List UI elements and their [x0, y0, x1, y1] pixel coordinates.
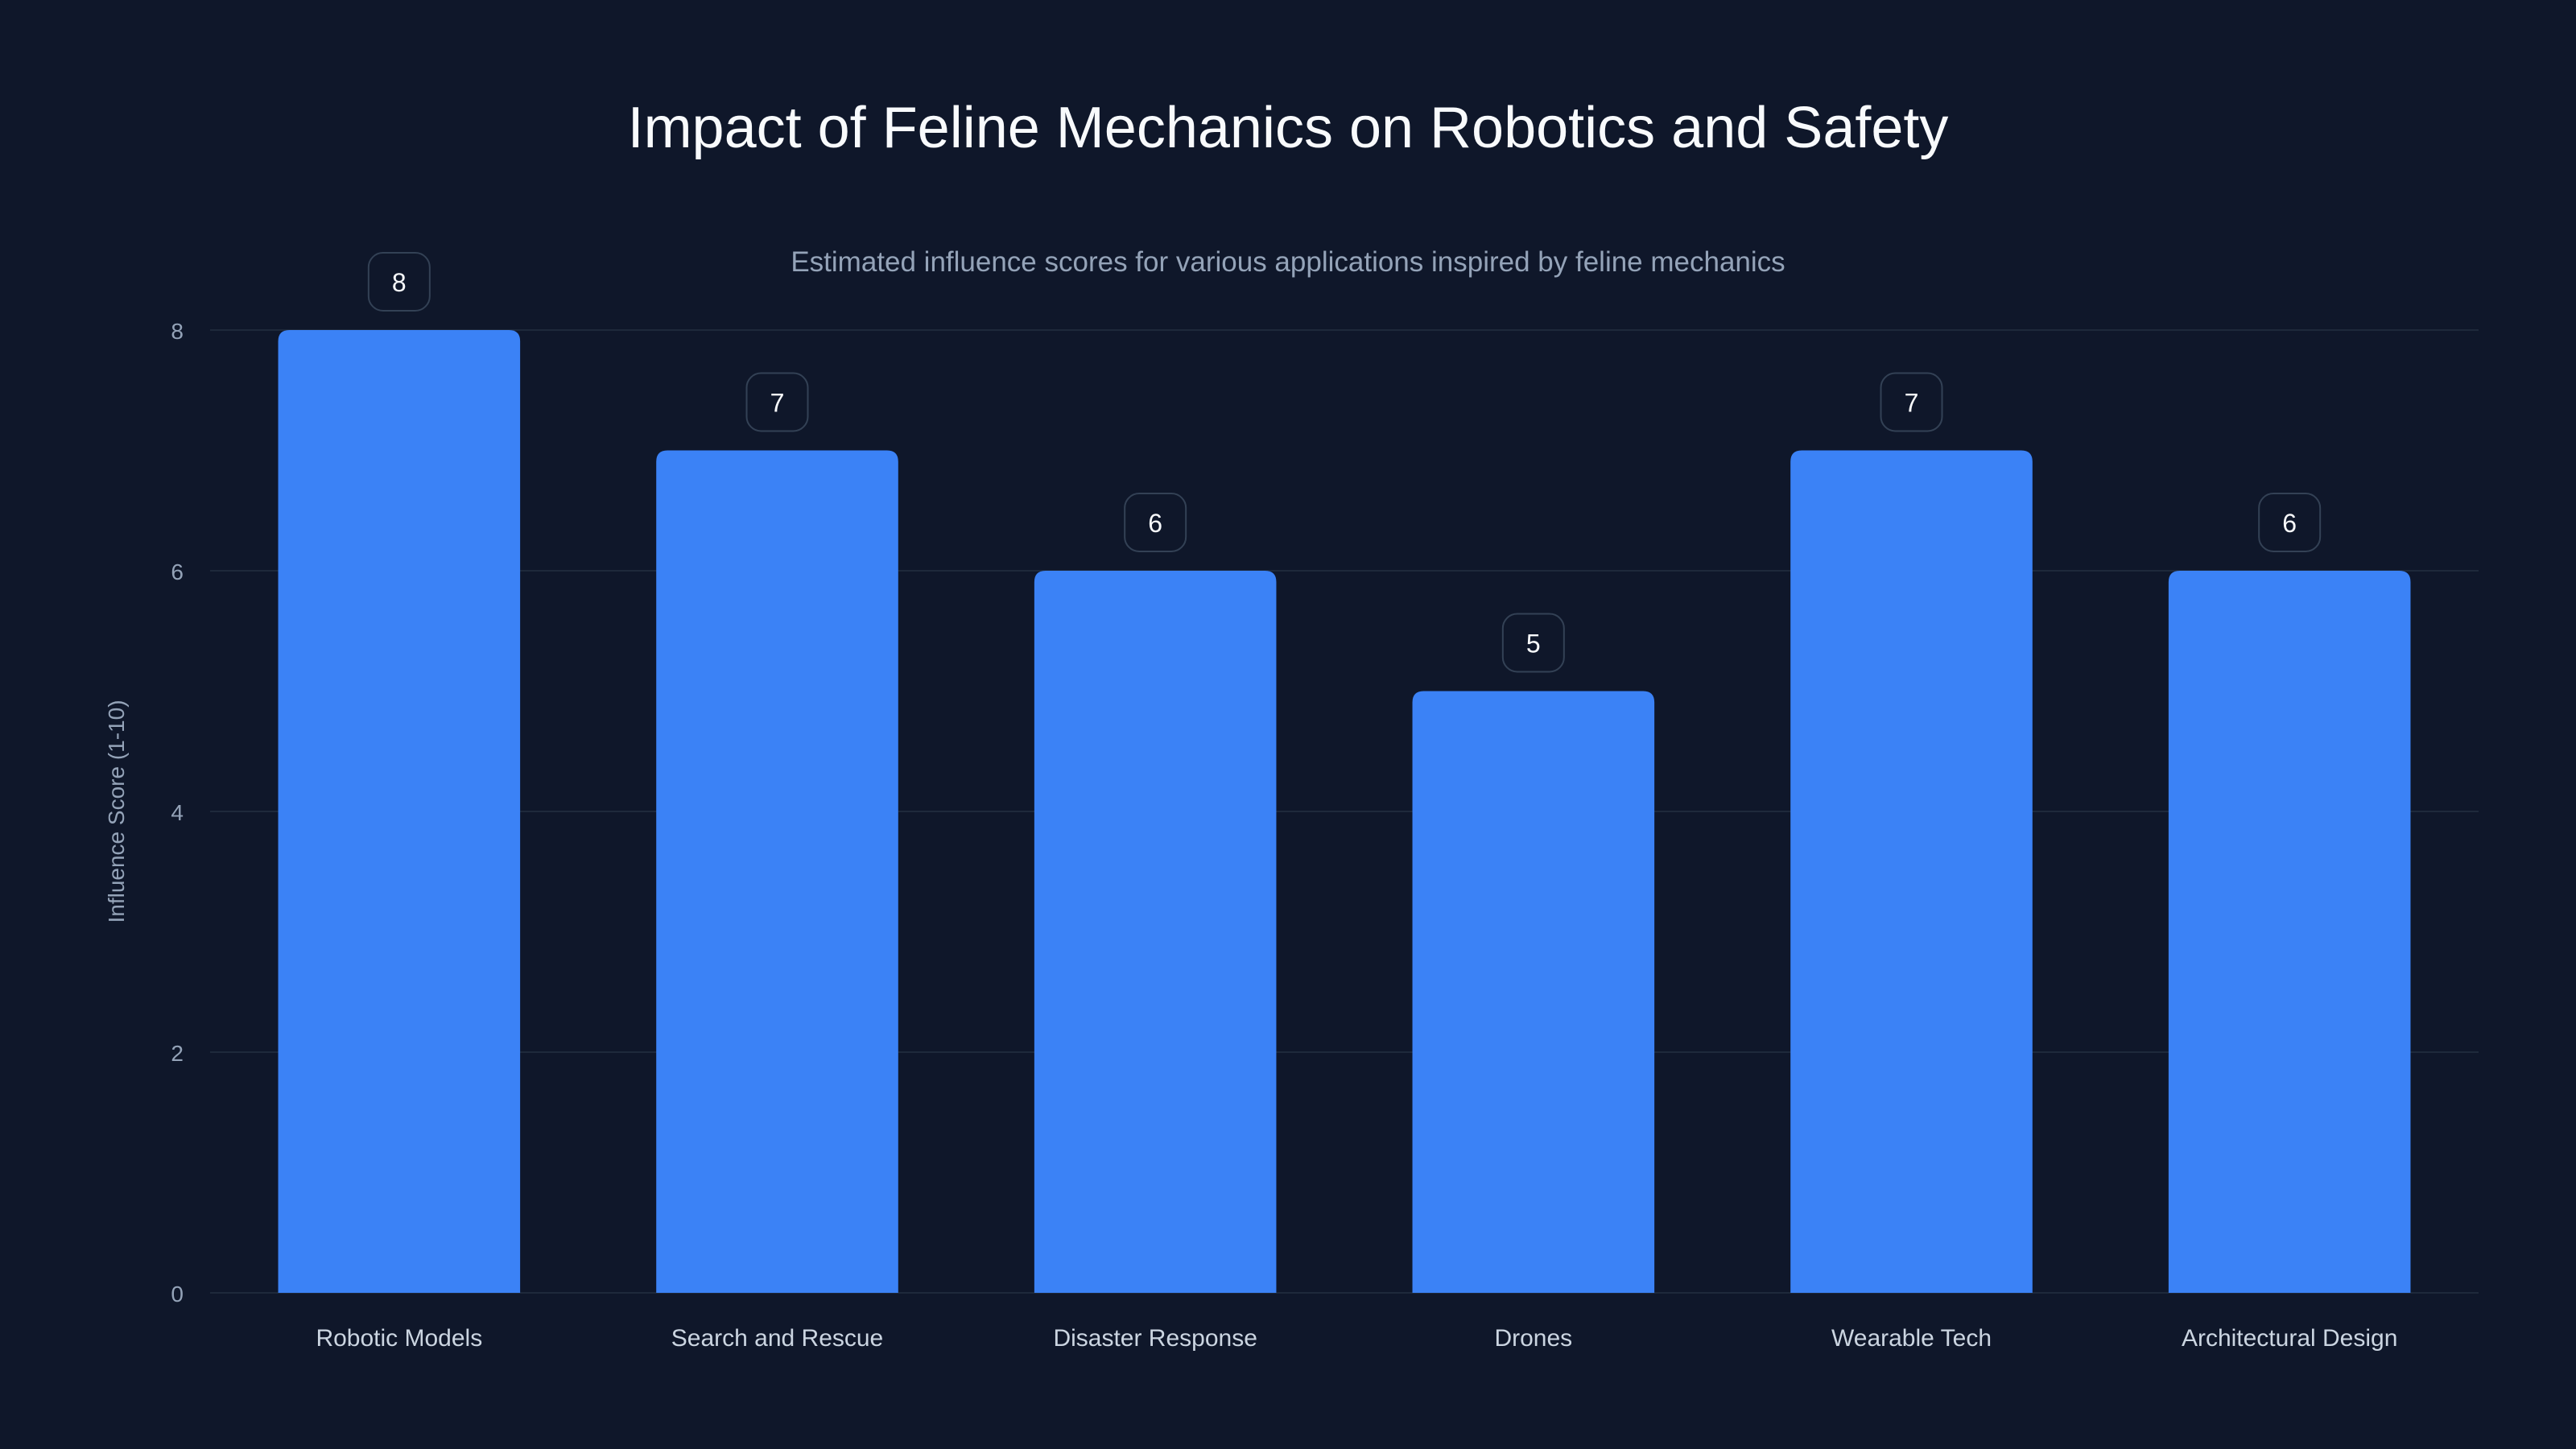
data-label-badge	[1501, 613, 1565, 673]
x-tick-label: Disaster Response	[1053, 1325, 1257, 1352]
data-label: 6	[2282, 509, 2297, 538]
bar	[278, 330, 521, 1293]
chart-title: Impact of Feline Mechanics on Robotics a…	[627, 96, 1949, 160]
data-label: 8	[392, 268, 407, 297]
data-label: 5	[1526, 630, 1541, 658]
data-label: 7	[770, 389, 785, 418]
data-label-badge	[745, 372, 809, 432]
data-label-badge	[1880, 372, 1943, 432]
data-label-badge	[367, 252, 431, 312]
data-label: 7	[1905, 389, 1919, 418]
x-tick-label: Robotic Models	[316, 1325, 482, 1352]
bar	[2168, 571, 2411, 1293]
data-label-badge	[2258, 493, 2322, 552]
x-tick-label: Drones	[1494, 1325, 1572, 1352]
data-label: 6	[1148, 509, 1162, 538]
y-tick-label: 6	[171, 559, 184, 584]
x-tick-label: Search and Rescue	[671, 1325, 884, 1352]
bar	[1034, 571, 1277, 1293]
bar	[1790, 450, 2033, 1293]
bar	[1412, 691, 1655, 1293]
y-tick-label: 8	[171, 319, 184, 344]
data-label-badge	[1124, 493, 1187, 552]
y-tick-label: 4	[171, 800, 184, 825]
y-axis-label: Influence Score (1-10)	[104, 700, 129, 923]
y-tick-label: 0	[171, 1282, 184, 1307]
y-tick-label: 2	[171, 1041, 184, 1066]
chart-subtitle: Estimated influence scores for various a…	[791, 246, 1785, 278]
x-tick-label: Architectural Design	[2182, 1325, 2397, 1352]
bar	[656, 450, 898, 1293]
x-tick-label: Wearable Tech	[1831, 1325, 1992, 1352]
